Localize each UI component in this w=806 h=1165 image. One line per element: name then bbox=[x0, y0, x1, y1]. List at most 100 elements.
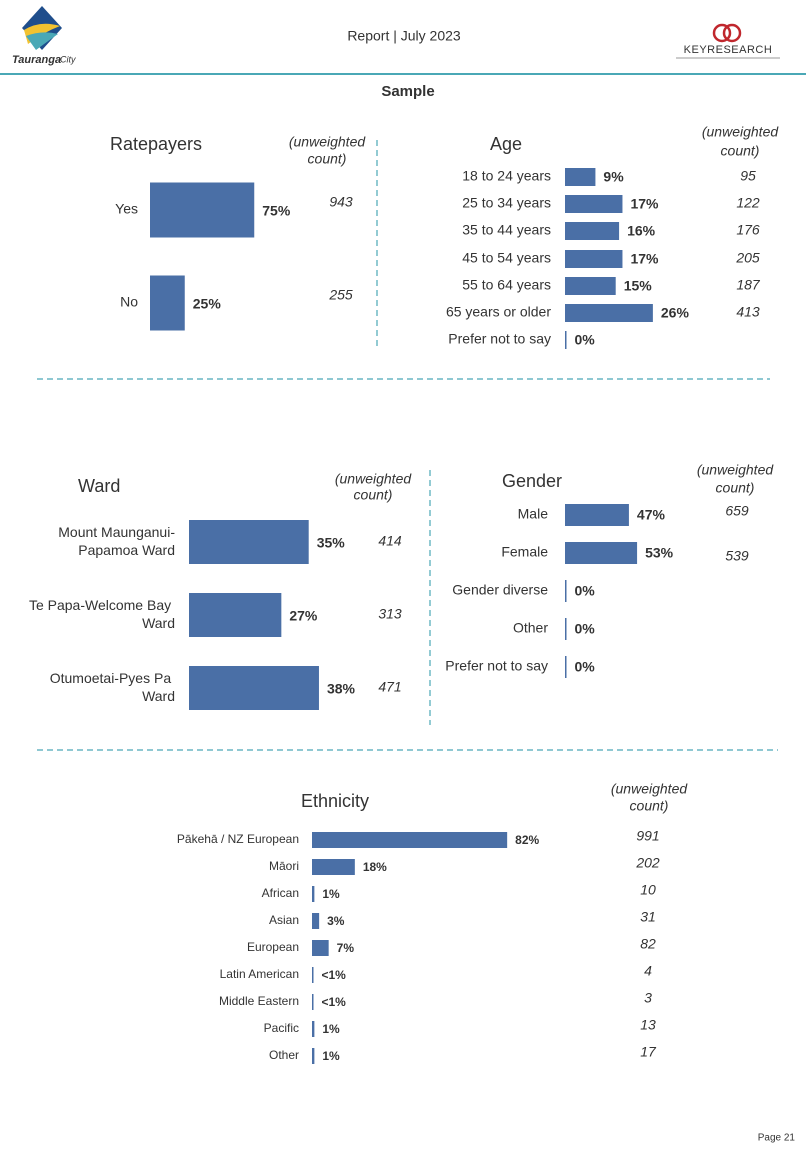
value-label: 27% bbox=[289, 608, 318, 624]
count-header: count) bbox=[716, 480, 755, 496]
category-label: 45 to 54 years bbox=[462, 250, 551, 266]
count: 313 bbox=[378, 606, 402, 622]
bar bbox=[565, 250, 623, 268]
bar bbox=[312, 832, 508, 848]
count: 255 bbox=[328, 287, 353, 303]
value-label: 25% bbox=[193, 296, 222, 312]
value-label: 7% bbox=[337, 941, 355, 955]
value-label: 16% bbox=[627, 223, 656, 239]
count: 471 bbox=[378, 679, 401, 695]
bar bbox=[565, 542, 638, 564]
count-header: (unweighted bbox=[702, 124, 779, 140]
chart-title: Age bbox=[490, 134, 522, 154]
category-label: European bbox=[247, 940, 299, 954]
count: 95 bbox=[740, 168, 756, 184]
category-label: Māori bbox=[269, 859, 299, 873]
value-label: 1% bbox=[322, 887, 340, 901]
category-label: Otumoetai-Pyes Pa Ward bbox=[50, 670, 175, 704]
count-header: count) bbox=[354, 487, 393, 503]
count: 176 bbox=[736, 222, 760, 238]
bar bbox=[565, 331, 567, 349]
value-label: 9% bbox=[603, 169, 624, 185]
count: 414 bbox=[378, 533, 402, 549]
chart-title: Gender bbox=[502, 471, 562, 491]
value-label: 47% bbox=[637, 507, 666, 523]
bar bbox=[565, 656, 567, 678]
keyresearch-logo bbox=[676, 23, 780, 59]
bar bbox=[150, 275, 185, 331]
count: 202 bbox=[635, 855, 660, 871]
count: 13 bbox=[640, 1017, 656, 1033]
bar bbox=[565, 222, 620, 240]
category-label: Pacific bbox=[264, 1021, 299, 1035]
count: 413 bbox=[736, 304, 760, 320]
value-label: <1% bbox=[322, 968, 347, 982]
bar bbox=[189, 593, 282, 637]
count: 205 bbox=[735, 250, 760, 266]
count-header: (unweighted bbox=[335, 471, 412, 487]
bar bbox=[312, 859, 355, 875]
category-label: 55 to 64 years bbox=[462, 277, 551, 293]
category-label: 18 to 24 years bbox=[462, 168, 551, 184]
category-label: Other bbox=[269, 1048, 299, 1062]
section-title: Sample bbox=[381, 83, 434, 100]
bar bbox=[312, 886, 315, 902]
category-label: No bbox=[120, 294, 138, 310]
category-label: Yes bbox=[115, 201, 138, 217]
bar bbox=[565, 618, 567, 640]
value-label: <1% bbox=[322, 995, 347, 1009]
bar bbox=[312, 940, 329, 956]
count: 31 bbox=[640, 909, 656, 925]
count: 187 bbox=[736, 277, 761, 293]
count-header: (unweighted bbox=[289, 134, 366, 150]
category-label: African bbox=[262, 886, 299, 900]
value-label: 0% bbox=[575, 659, 596, 675]
count-header: count) bbox=[308, 151, 347, 167]
category-label: Gender diverse bbox=[452, 582, 548, 598]
value-label: 26% bbox=[661, 305, 690, 321]
category-label: Male bbox=[518, 506, 549, 522]
count: 82 bbox=[640, 936, 656, 952]
bar bbox=[565, 195, 623, 213]
value-label: 38% bbox=[327, 681, 356, 697]
value-label: 1% bbox=[322, 1022, 340, 1036]
value-label: 0% bbox=[575, 621, 596, 637]
value-label: 75% bbox=[262, 203, 291, 219]
category-label: Mount Maunganui-Papamoa Ward bbox=[58, 524, 175, 558]
count: 539 bbox=[725, 548, 749, 564]
bar bbox=[189, 666, 319, 710]
category-label: Middle Eastern bbox=[219, 994, 299, 1008]
count-header: (unweighted bbox=[611, 781, 688, 797]
category-label: 25 to 34 years bbox=[462, 195, 551, 211]
value-label: 82% bbox=[515, 833, 539, 847]
count: 10 bbox=[640, 882, 656, 898]
page-number: Page 21 bbox=[758, 1133, 796, 1144]
category-label: Prefer not to say bbox=[445, 658, 548, 674]
category-label: 35 to 44 years bbox=[462, 222, 551, 238]
value-label: 53% bbox=[645, 545, 674, 561]
count: 122 bbox=[736, 195, 760, 211]
count: 991 bbox=[636, 828, 659, 844]
bar bbox=[312, 967, 314, 983]
count: 17 bbox=[640, 1044, 657, 1060]
logo-subtext: City bbox=[60, 54, 76, 64]
logo-text: Tauranga bbox=[12, 54, 61, 66]
chart-title: Ward bbox=[78, 476, 120, 496]
value-label: 35% bbox=[317, 535, 346, 551]
category-label: Te Papa-Welcome Bay Ward bbox=[29, 597, 175, 631]
count: 4 bbox=[644, 963, 652, 979]
bar bbox=[565, 168, 596, 186]
count: 943 bbox=[329, 194, 353, 210]
category-label: Prefer not to say bbox=[448, 331, 551, 347]
chart-title: Ratepayers bbox=[110, 134, 202, 154]
category-label: Latin American bbox=[220, 967, 299, 981]
value-label: 0% bbox=[575, 583, 596, 599]
value-label: 17% bbox=[630, 251, 659, 267]
category-label: 65 years or older bbox=[446, 304, 551, 320]
bar bbox=[565, 580, 567, 602]
chart-title: Ethnicity bbox=[301, 791, 369, 811]
count: 3 bbox=[644, 990, 652, 1006]
value-label: 15% bbox=[624, 278, 653, 294]
bar bbox=[312, 1021, 315, 1037]
